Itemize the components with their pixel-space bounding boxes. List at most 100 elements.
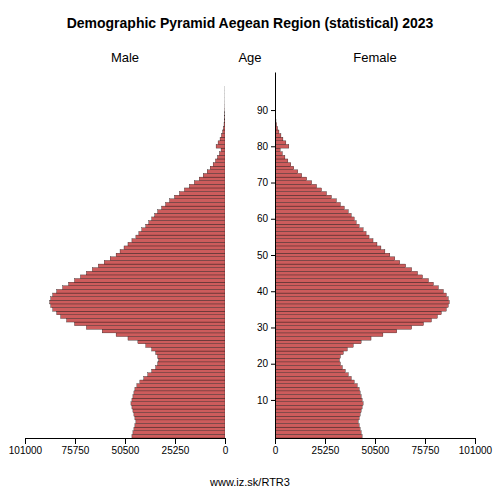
tick-label: 75750 — [62, 445, 90, 456]
bar — [156, 351, 225, 355]
bar — [136, 420, 225, 424]
tick-label: 101000 — [9, 445, 43, 456]
bar — [159, 358, 225, 362]
tick: 0 — [273, 438, 279, 456]
bar — [57, 311, 225, 315]
bar — [275, 347, 347, 351]
bar — [223, 126, 225, 130]
bar — [134, 413, 225, 417]
tick-mark — [475, 438, 476, 444]
bar — [275, 329, 397, 333]
bar — [275, 282, 433, 286]
bar — [135, 387, 225, 391]
bar — [275, 195, 331, 199]
bar — [275, 286, 438, 290]
bar — [275, 333, 383, 337]
bar — [213, 163, 225, 167]
bar — [275, 152, 282, 156]
bar — [275, 405, 362, 409]
tick-mark — [225, 438, 226, 444]
bar — [275, 260, 400, 264]
bar — [275, 268, 412, 272]
bar — [132, 239, 225, 243]
bar — [275, 416, 359, 420]
bar — [128, 337, 225, 341]
bar — [61, 315, 225, 319]
tick-mark — [271, 327, 275, 328]
tick-mark — [271, 255, 275, 256]
bar — [275, 300, 449, 304]
bar — [135, 416, 225, 420]
tick-label: 10 — [257, 395, 269, 406]
bar — [275, 308, 446, 312]
bar — [92, 268, 225, 272]
footer: www.iz.sk/RTR3 — [209, 476, 290, 488]
bar — [275, 322, 424, 326]
bar — [275, 420, 358, 424]
tick: 25250 — [162, 438, 190, 456]
tick-mark — [271, 183, 275, 184]
tick-mark — [271, 291, 275, 292]
bar — [275, 434, 362, 438]
tick-mark — [325, 438, 326, 444]
bar — [69, 282, 225, 286]
bar — [275, 279, 428, 283]
bar — [134, 427, 225, 431]
panel-header: Female — [353, 50, 396, 65]
tick: 20 — [257, 358, 275, 369]
bar — [275, 155, 285, 159]
bar — [275, 376, 351, 380]
bar — [210, 166, 225, 170]
bar — [224, 115, 225, 119]
tick-label: 50 — [257, 250, 269, 261]
bar — [144, 376, 225, 380]
bar — [132, 405, 225, 409]
bar — [136, 235, 225, 239]
tick: 75750 — [62, 438, 90, 456]
bar — [225, 76, 226, 80]
bar — [179, 192, 225, 196]
bar — [148, 373, 225, 377]
bar — [275, 235, 369, 239]
bar — [275, 337, 371, 341]
bar — [152, 347, 225, 351]
bar — [116, 253, 225, 257]
bar — [158, 210, 225, 214]
bar — [275, 275, 423, 279]
bar — [275, 228, 363, 232]
bar — [194, 181, 225, 185]
bar — [156, 366, 225, 370]
bar — [102, 329, 225, 333]
bar — [275, 373, 348, 377]
bar — [203, 173, 225, 177]
tick-mark — [175, 438, 176, 444]
tick-mark — [375, 438, 376, 444]
tick: 70 — [257, 177, 275, 188]
tick-mark — [425, 438, 426, 444]
axis-line — [275, 73, 276, 439]
tick-mark — [271, 110, 275, 111]
tick: 40 — [257, 286, 275, 297]
bar — [216, 144, 225, 148]
bar — [149, 221, 225, 225]
bar — [275, 141, 286, 145]
bar — [275, 264, 406, 268]
tick: 75750 — [412, 438, 440, 456]
bar — [152, 369, 225, 373]
bar — [57, 289, 225, 293]
bar — [131, 402, 225, 406]
tick: 80 — [257, 141, 275, 152]
tick-label: 50500 — [112, 445, 140, 456]
bar — [224, 123, 225, 127]
bar — [275, 326, 412, 330]
bar — [98, 264, 225, 268]
bar — [275, 384, 357, 388]
bar — [207, 170, 225, 174]
bar — [275, 181, 312, 185]
tick: 50500 — [362, 438, 390, 456]
tick: 50 — [257, 250, 275, 261]
bar — [128, 242, 225, 246]
tick-mark — [25, 438, 26, 444]
bar — [142, 228, 225, 232]
bar — [275, 144, 289, 148]
